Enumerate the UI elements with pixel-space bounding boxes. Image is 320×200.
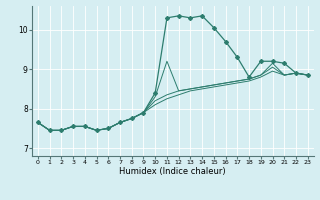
X-axis label: Humidex (Indice chaleur): Humidex (Indice chaleur) [119,167,226,176]
